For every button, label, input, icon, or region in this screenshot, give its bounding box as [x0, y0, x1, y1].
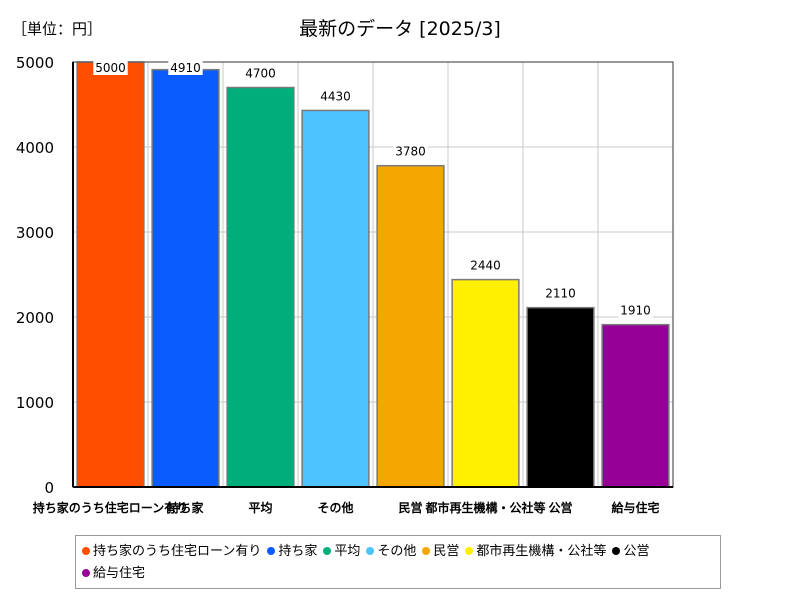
x-tick-label: 持ち家のうち住宅ローン有り	[33, 500, 188, 515]
x-tick-label: 公営	[548, 500, 572, 515]
legend-item: 持ち家のうち住宅ローン有り	[82, 541, 261, 563]
legend-item: その他	[366, 541, 416, 563]
x-tick-label: 平均	[248, 500, 272, 515]
data-label-bg	[618, 303, 653, 318]
legend-item: 平均	[323, 541, 360, 563]
bar	[76, 61, 145, 488]
y-tick-label: 2000	[16, 309, 54, 327]
data-label-bg	[468, 258, 503, 273]
legend-label: その他	[377, 544, 417, 559]
legend-item: 持ち家	[267, 541, 317, 563]
legend-marker	[82, 546, 90, 555]
data-label-bg	[543, 286, 578, 301]
bar	[151, 68, 220, 488]
legend-label: 平均	[334, 544, 361, 559]
axes	[72, 61, 674, 488]
data-label-bg	[243, 66, 278, 81]
legend-label: 都市再生機構・公社等	[476, 544, 607, 559]
y-tick-label: 5000	[16, 54, 54, 72]
data-label: 4700	[245, 67, 276, 81]
bar-chart: 0 1000 2000 3000 4000 5000 5000 持ち家のうち住宅ローン有り 49…	[16, 54, 674, 515]
bar	[226, 86, 295, 488]
chart-title: 最新のデータ [2025/3]	[299, 18, 501, 40]
x-tick-label: 民営	[398, 500, 422, 515]
legend: 持ち家のうち住宅ローン有り 持ち家 平均 その他 民営 都市再生機構・公社等 公営給与住宅	[75, 535, 721, 589]
data-label-bg	[393, 144, 428, 159]
legend-label: 公営	[623, 544, 650, 559]
legend-item: 都市再生機構・公社等	[465, 541, 606, 563]
bar	[601, 323, 670, 488]
x-tick-label: 持ち家	[167, 500, 204, 515]
legend-label: 持ち家のうち住宅ローン有り	[93, 544, 262, 559]
y-tick-label: 4000	[16, 139, 54, 157]
data-label: 3780	[395, 145, 426, 159]
data-label: 4430	[320, 89, 351, 103]
data-label: 5000	[95, 61, 126, 75]
legend-marker	[612, 546, 621, 555]
bar	[526, 306, 595, 488]
y-tick-label: 3000	[16, 224, 54, 242]
bar	[376, 164, 445, 488]
legend-marker	[82, 568, 90, 577]
data-label-bg	[168, 61, 203, 75]
legend-marker	[465, 546, 474, 555]
bars	[76, 61, 670, 488]
data-label-bg	[93, 61, 128, 75]
legend-marker	[422, 546, 431, 555]
data-label: 2440	[470, 259, 501, 273]
bar	[301, 109, 370, 488]
y-tick-label: 0	[44, 479, 54, 497]
legend-label: 給与住宅	[93, 566, 146, 581]
data-label-bg	[318, 89, 353, 104]
x-tick-label: その他	[317, 500, 353, 515]
unit-label: ［単位：円］	[12, 20, 103, 38]
x-tick-label: 給与住宅	[611, 500, 659, 515]
legend-marker	[366, 546, 375, 555]
data-label: 1910	[620, 304, 651, 318]
data-label: 2110	[545, 287, 576, 301]
x-tick-label: 都市再生機構・公社等	[424, 500, 545, 515]
data-label: 4910	[170, 61, 201, 75]
legend-label: 民営	[433, 544, 460, 559]
legend-item: 公営	[612, 541, 649, 563]
legend-marker	[323, 546, 332, 555]
legend-marker	[267, 546, 276, 555]
legend-item: 民営	[422, 541, 459, 563]
y-tick-label: 1000	[16, 394, 54, 412]
legend-item: 給与住宅	[82, 563, 145, 585]
legend-label: 持ち家	[278, 544, 318, 559]
bar	[451, 278, 520, 488]
labels: 0 1000 2000 3000 4000 5000 5000 持ち家のうち住宅ローン有り 49…	[16, 54, 660, 515]
